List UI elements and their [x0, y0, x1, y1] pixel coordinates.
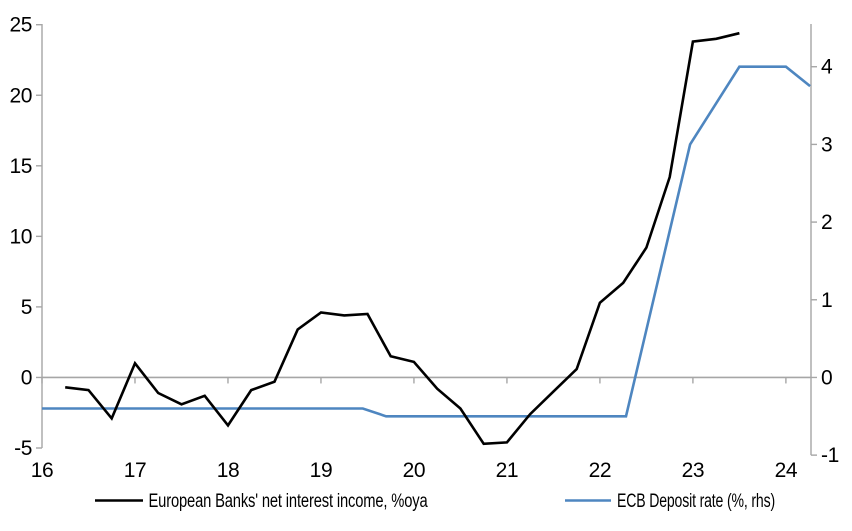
y-right-tick-label: 0	[821, 366, 832, 389]
x-axis: 16 17 18 19 20 21 22 23 24	[31, 377, 798, 482]
x-tick-label: 20	[403, 459, 426, 482]
x-tick-label: 19	[310, 459, 333, 482]
x-tick-label: 21	[496, 459, 519, 482]
x-tick-label: 17	[124, 459, 147, 482]
x-tick-label: 23	[682, 459, 705, 482]
y-left-tick-label: 10	[9, 225, 32, 248]
y-right-tick-label: -1	[821, 444, 839, 467]
y-left-tick-label: 25	[9, 14, 32, 37]
y-left-tick-label: 5	[21, 296, 32, 319]
y-right-tick-label: 1	[821, 289, 832, 312]
left-axis: -5 0 5 10 15 20 25	[9, 14, 43, 460]
legend-label-ecb-deposit-rate: ECB Deposit rate (%, rhs)	[617, 491, 775, 512]
right-axis: -1 0 1 2 3 4	[810, 24, 839, 467]
legend-label-nii: European Banks' net interest income, %oy…	[149, 491, 428, 512]
y-left-tick-label: -5	[14, 437, 32, 460]
y-left-tick-label: 0	[21, 366, 32, 389]
legend: European Banks' net interest income, %oy…	[95, 491, 775, 512]
y-right-tick-label: 3	[821, 133, 832, 156]
y-right-tick-label: 2	[821, 211, 832, 234]
legend-item-ecb-deposit-rate: ECB Deposit rate (%, rhs)	[565, 491, 775, 512]
y-left-tick-label: 15	[9, 155, 32, 178]
y-right-tick-label: 4	[821, 56, 833, 79]
y-left-tick-label: 20	[9, 84, 32, 107]
legend-item-nii: European Banks' net interest income, %oy…	[95, 491, 428, 512]
ecb-deposit-rate-line	[42, 65, 811, 418]
x-tick-label: 18	[217, 459, 240, 482]
x-tick-label: 24	[775, 459, 798, 482]
nii-line	[65, 31, 740, 446]
x-tick-label: 16	[31, 459, 54, 482]
x-tick-label: 22	[589, 459, 612, 482]
